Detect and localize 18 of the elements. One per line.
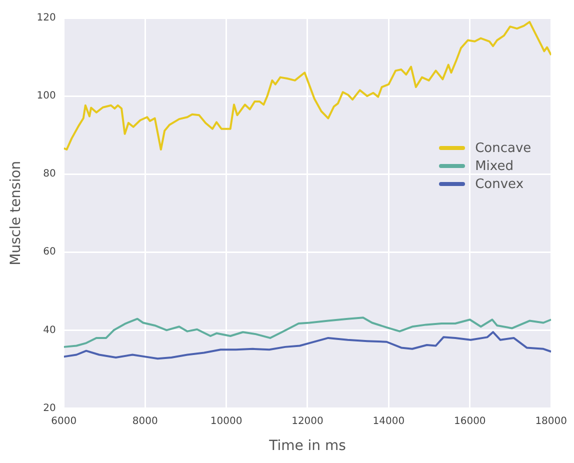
x-tick-label: 12000 — [292, 416, 324, 427]
x-tick-label: 18000 — [535, 416, 567, 427]
x-tick-label: 8000 — [132, 416, 158, 427]
legend-label: Concave — [475, 140, 532, 156]
x-tick-label: 14000 — [372, 416, 405, 427]
x-tick-label: 16000 — [454, 416, 486, 427]
x-tick-label: 10000 — [210, 416, 242, 427]
legend-label: Convex — [475, 176, 524, 192]
y-tick-label: 120 — [36, 12, 56, 24]
y-tick-label: 60 — [43, 246, 56, 258]
y-tick-label: 100 — [36, 90, 56, 102]
y-axis-title: Muscle tension — [8, 160, 24, 266]
y-tick-label: 20 — [43, 402, 56, 414]
legend-label: Mixed — [475, 158, 514, 174]
y-tick-label: 40 — [43, 324, 56, 336]
x-tick-label: 6000 — [51, 416, 77, 427]
y-tick-label: 80 — [43, 168, 56, 180]
x-axis-title: Time in ms — [268, 438, 346, 454]
